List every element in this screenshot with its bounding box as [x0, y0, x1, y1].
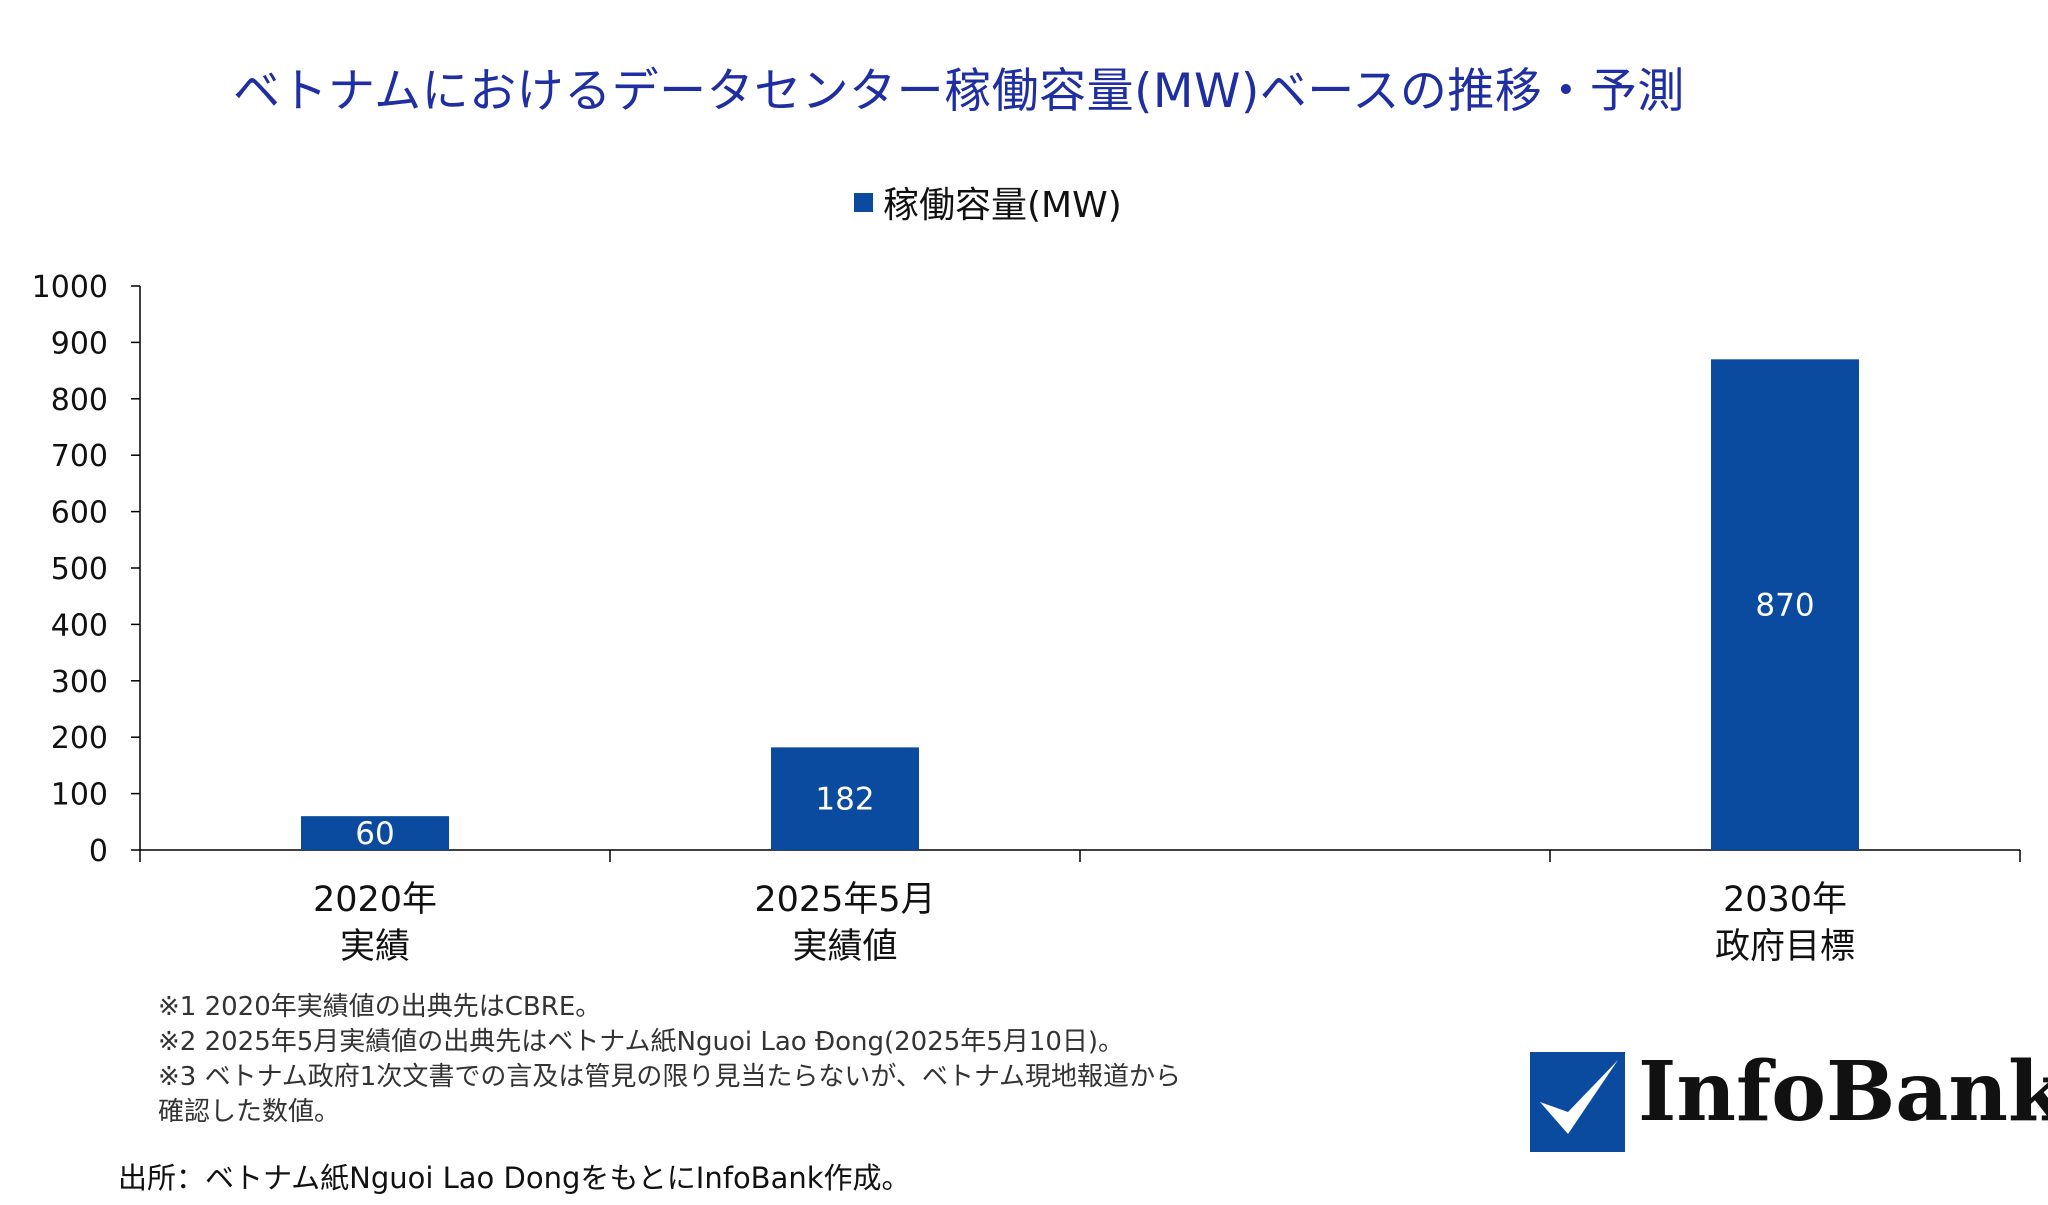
y-tick-label: 0 [89, 834, 108, 869]
y-tick-label: 500 [51, 552, 108, 587]
legend: 稼働容量(MW) [854, 176, 1122, 228]
category-label: 2020年 [313, 880, 437, 920]
y-tick-label: 700 [51, 439, 108, 474]
legend-swatch [854, 192, 873, 212]
source-note: 出所：ベトナム紙Nguoi Lao DongをもとにInfoBank作成。 [118, 1161, 911, 1195]
bar-data-label: 60 [355, 816, 394, 852]
y-axis: 0 100 200 300 400 500 600 700 800 900 1000 [32, 270, 141, 869]
bar [301, 816, 449, 850]
footnote-3-continued: 確認した数値。 [158, 1097, 341, 1127]
category-label: 実績値 [792, 927, 897, 967]
footnote-2: ※2 2025年5月実績値の出典先はベトナム紙Nguoi Lao Đong(20… [158, 1027, 1125, 1057]
bar-data-label: 870 [1755, 588, 1814, 624]
footnotes: ※1 2020年実績値の出典先はCBRE。 ※2 2025年5月実績値の出典先は… [158, 990, 1181, 1130]
category-label: 実績 [340, 927, 410, 967]
category-label: 政府目標 [1715, 927, 1855, 967]
y-tick-label: 900 [51, 326, 108, 361]
logo-text: InfoBank [1638, 1044, 2048, 1140]
y-tick-label: 800 [51, 383, 108, 418]
footnote-3: ※3 ベトナム政府1次文書での言及は管見の限り見当たらないが、ベトナム現地報道か… [158, 1062, 1182, 1092]
y-tick-label: 400 [51, 608, 108, 643]
chart-title: ベトナムにおけるデータセンター稼働容量(MW)ベースの推移・予測 [233, 64, 1685, 119]
checkmark-icon [1530, 1052, 1625, 1152]
y-tick-label: 200 [51, 721, 108, 756]
y-tick-label: 1000 [32, 270, 108, 305]
legend-label: 稼働容量(MW) [883, 185, 1122, 226]
footnote-1: ※1 2020年実績値の出典先はCBRE。 [158, 992, 602, 1022]
y-tick-label: 600 [51, 496, 108, 531]
category-label: 2025年5月 [754, 880, 935, 920]
bars: 60 182 870 [301, 359, 1859, 852]
y-tick-label: 100 [51, 778, 108, 813]
infobank-logo: InfoBank [1530, 1044, 2048, 1152]
bar [771, 747, 919, 850]
bar [1711, 359, 1859, 850]
y-tick-label: 300 [51, 665, 108, 700]
category-label: 2030年 [1723, 880, 1847, 920]
bar-data-label: 182 [815, 782, 874, 818]
